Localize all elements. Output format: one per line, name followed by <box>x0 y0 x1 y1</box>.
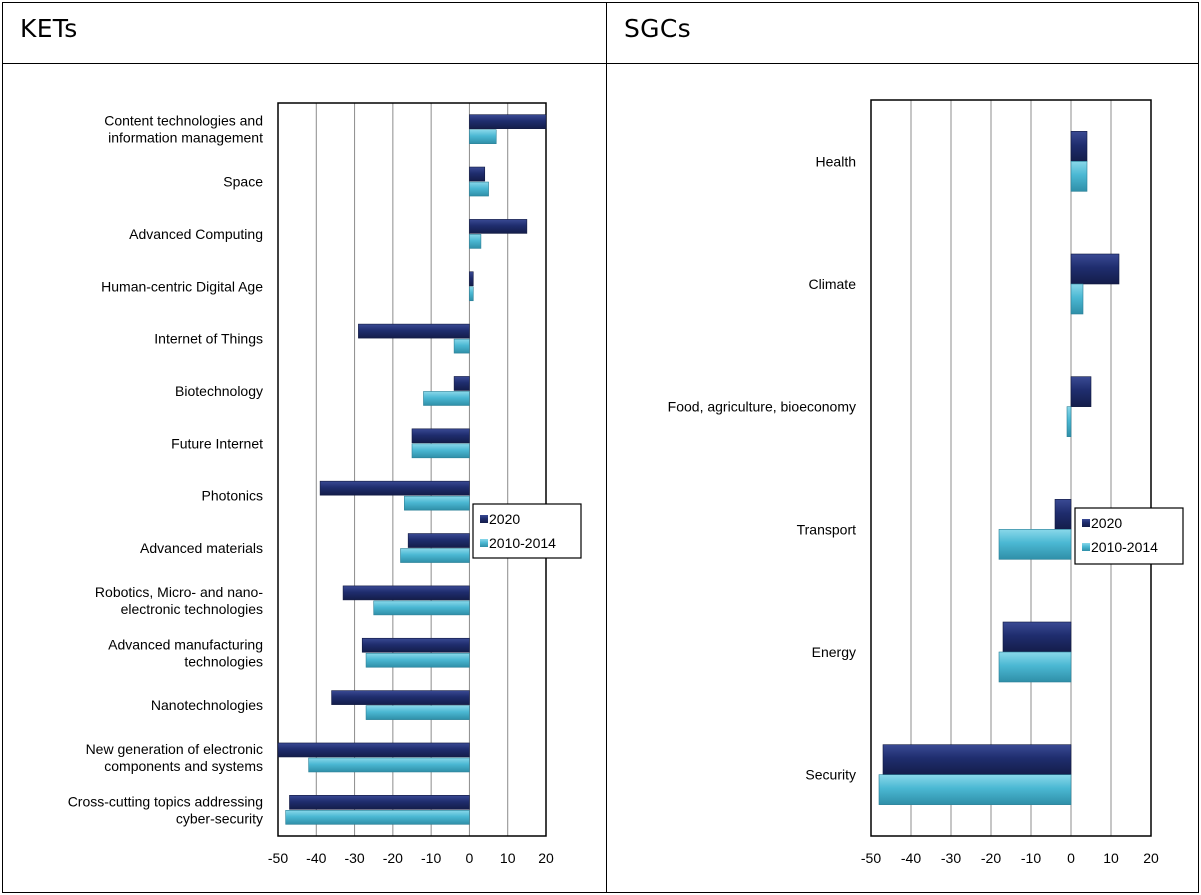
category-label: Health <box>816 153 856 169</box>
x-tick-label: 10 <box>1103 850 1119 866</box>
legend: 2020 2010-2014 <box>1074 507 1184 565</box>
x-tick-label: -40 <box>901 850 921 866</box>
bar-2020 <box>1070 376 1092 407</box>
bar-2010-2014 <box>453 338 470 354</box>
bar-2020 <box>342 585 470 601</box>
x-tick-label: 0 <box>1067 850 1075 866</box>
panel-title-sgcs: SGCs <box>624 14 691 43</box>
category-label: Climate <box>809 276 857 292</box>
bar-2010-2014 <box>1070 161 1088 192</box>
bar-2020 <box>277 742 470 758</box>
x-tick-label: -30 <box>941 850 961 866</box>
category-label: Internet of Things <box>154 331 263 347</box>
x-tick-label: -50 <box>861 850 881 866</box>
category-label: Food, agriculture, bioeconomy <box>668 399 856 415</box>
bar-2020 <box>469 114 547 129</box>
category-label: Space <box>223 174 263 190</box>
legend-label: 2010-2014 <box>1091 539 1158 555</box>
bar-2020 <box>319 480 470 496</box>
x-tick-label: -50 <box>268 850 288 866</box>
bar-2010-2014 <box>400 548 470 563</box>
x-tick-label: -20 <box>383 850 403 866</box>
bar-2020 <box>453 376 470 391</box>
category-label: Content technologies and information mana… <box>104 113 263 146</box>
header-divider <box>2 63 1199 64</box>
category-label: Cross-cutting topics addressing cyber-sec… <box>68 793 263 826</box>
category-label: Nanotechnologies <box>151 697 263 713</box>
kets-chart: -50 -40 -30 -20 -10 0 10 20 Content technologies… <box>68 102 582 866</box>
bar-2010-2014 <box>285 810 470 825</box>
bar-2020 <box>331 690 470 705</box>
legend-swatch <box>480 539 488 547</box>
bar-2020 <box>358 323 470 339</box>
category-label: Biotechnology <box>175 383 263 399</box>
bar-2020 <box>411 428 470 444</box>
bar-2010-2014 <box>365 652 470 668</box>
category-label: Future Internet <box>171 435 263 451</box>
bar-2010-2014 <box>1070 283 1084 315</box>
legend-swatch <box>480 515 488 523</box>
x-tick-label: 20 <box>538 850 554 866</box>
category-label: Advanced materials <box>140 540 263 556</box>
bar-2020 <box>361 637 470 653</box>
category-label: Robotics, Micro- and nano-electronic tec… <box>95 584 263 617</box>
bar-2020 <box>1070 253 1120 285</box>
category-label: New generation of electronic components a… <box>86 741 263 774</box>
plot-area <box>277 102 547 837</box>
category-label: Security <box>805 767 856 783</box>
bar-2020 <box>1070 131 1088 162</box>
bar-2020 <box>1054 499 1072 530</box>
category-label: Advanced manufacturing technologies <box>108 636 263 669</box>
bar-2010-2014 <box>998 529 1072 560</box>
bar-2020 <box>407 533 470 548</box>
legend: 2020 2010-2014 <box>472 503 582 559</box>
bar-2010-2014 <box>423 391 470 406</box>
plot-area <box>870 99 1152 837</box>
bar-2020 <box>882 744 1072 775</box>
sgcs-chart: -50 -40 -30 -20 -10 0 10 20 Health Climate Food, a… <box>668 99 1184 866</box>
bar-2010-2014 <box>469 286 474 302</box>
x-tick-label: 0 <box>466 850 474 866</box>
legend-label: 2010-2014 <box>489 535 556 551</box>
category-label: Transport <box>797 521 857 537</box>
bar-2020 <box>469 166 486 182</box>
bar-2020 <box>469 219 528 234</box>
bar-2020 <box>1002 621 1072 653</box>
bar-2010-2014 <box>878 774 1072 805</box>
panel-title-kets: KETs <box>20 14 78 43</box>
bar-2020 <box>469 271 474 287</box>
x-tick-label: 10 <box>500 850 516 866</box>
bar-2010-2014 <box>469 129 497 144</box>
x-tick-label: -30 <box>344 850 364 866</box>
bar-2010-2014 <box>998 651 1072 683</box>
category-label: Energy <box>812 644 856 660</box>
legend-swatch <box>1082 519 1090 527</box>
panel-divider <box>606 2 607 893</box>
x-tick-label: -10 <box>421 850 441 866</box>
x-tick-label: 20 <box>1143 850 1159 866</box>
bar-2010-2014 <box>365 705 470 720</box>
bar-2010-2014 <box>308 757 470 773</box>
x-tick-label: -10 <box>1021 850 1041 866</box>
category-label: Human-centric Digital Age <box>101 278 263 294</box>
bar-2010-2014 <box>411 443 470 459</box>
category-label: Photonics <box>202 488 263 504</box>
bar-2010-2014 <box>469 181 489 197</box>
legend-label: 2020 <box>489 511 520 527</box>
bar-2010-2014 <box>469 234 482 249</box>
bar-2020 <box>289 795 470 810</box>
x-tick-label: -20 <box>981 850 1001 866</box>
bar-2010-2014 <box>373 600 470 616</box>
category-label: Advanced Computing <box>129 226 263 242</box>
legend-label: 2020 <box>1091 515 1122 531</box>
x-tick-label: -40 <box>306 850 326 866</box>
bar-2010-2014 <box>404 495 470 511</box>
legend-swatch <box>1082 543 1090 551</box>
bar-2010-2014 <box>1066 406 1072 437</box>
